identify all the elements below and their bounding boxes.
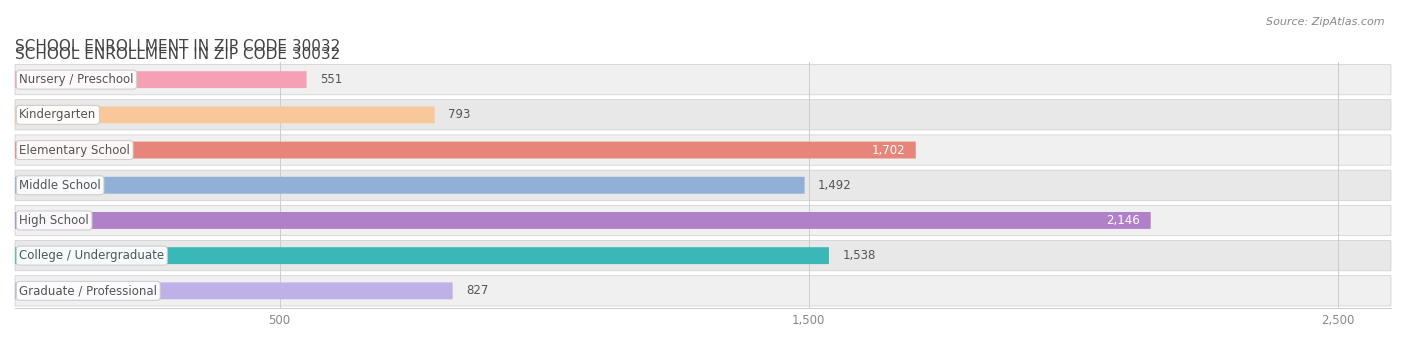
Text: Nursery / Preschool: Nursery / Preschool: [20, 73, 134, 86]
FancyBboxPatch shape: [15, 276, 1391, 306]
FancyBboxPatch shape: [15, 65, 1391, 95]
Text: 827: 827: [465, 284, 488, 297]
FancyBboxPatch shape: [15, 212, 1150, 229]
FancyBboxPatch shape: [15, 247, 830, 264]
FancyBboxPatch shape: [15, 142, 915, 158]
FancyBboxPatch shape: [15, 135, 1391, 165]
FancyBboxPatch shape: [15, 240, 1391, 271]
Text: College / Undergraduate: College / Undergraduate: [20, 249, 165, 262]
Text: 1,492: 1,492: [818, 179, 852, 192]
FancyBboxPatch shape: [15, 106, 434, 123]
Text: 551: 551: [319, 73, 342, 86]
Text: Graduate / Professional: Graduate / Professional: [20, 284, 157, 297]
Text: 1,702: 1,702: [872, 144, 905, 157]
Text: High School: High School: [20, 214, 89, 227]
FancyBboxPatch shape: [15, 100, 1391, 130]
Text: Source: ZipAtlas.com: Source: ZipAtlas.com: [1267, 17, 1385, 27]
FancyBboxPatch shape: [15, 71, 307, 88]
Text: SCHOOL ENROLLMENT IN ZIP CODE 30032: SCHOOL ENROLLMENT IN ZIP CODE 30032: [15, 47, 340, 62]
Text: Elementary School: Elementary School: [20, 144, 131, 157]
FancyBboxPatch shape: [15, 282, 453, 299]
Text: Kindergarten: Kindergarten: [20, 108, 97, 121]
Text: 793: 793: [449, 108, 470, 121]
FancyBboxPatch shape: [15, 170, 1391, 200]
Text: 1,538: 1,538: [842, 249, 876, 262]
Text: SCHOOL ENROLLMENT IN ZIP CODE 30032: SCHOOL ENROLLMENT IN ZIP CODE 30032: [15, 39, 340, 54]
FancyBboxPatch shape: [15, 205, 1391, 236]
Text: Middle School: Middle School: [20, 179, 101, 192]
FancyBboxPatch shape: [15, 177, 804, 194]
Text: 2,146: 2,146: [1107, 214, 1140, 227]
